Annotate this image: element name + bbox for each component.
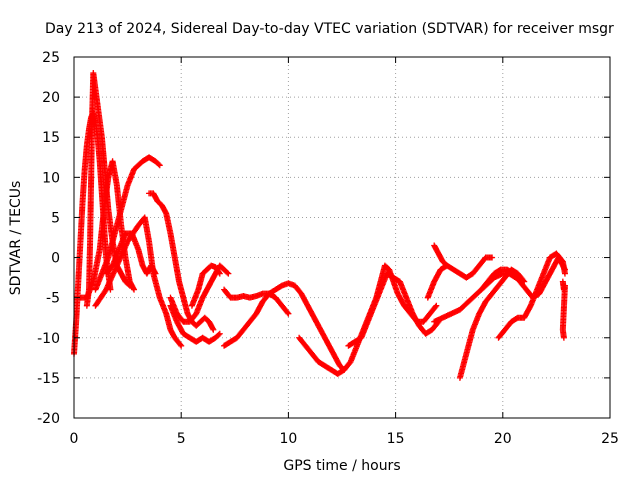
data-layer xyxy=(71,70,568,381)
data-point xyxy=(156,162,163,169)
data-point xyxy=(285,310,292,317)
x-tick-label: 20 xyxy=(494,431,512,447)
series-arc-10 xyxy=(167,302,223,345)
y-tick-label: 25 xyxy=(42,50,60,66)
data-point xyxy=(560,334,567,341)
data-point xyxy=(561,270,568,277)
series-arc-12 xyxy=(221,286,292,317)
data-point xyxy=(489,254,496,261)
data-point xyxy=(178,342,185,349)
series-arc-15 xyxy=(424,254,496,301)
chart-title: Day 213 of 2024, Sidereal Day-to-day VTE… xyxy=(45,21,614,37)
y-tick-label: -10 xyxy=(37,331,60,347)
series-arc-14 xyxy=(345,270,442,349)
y-tick-label: 20 xyxy=(42,90,60,106)
data-point xyxy=(224,269,231,276)
series-arc-11 xyxy=(221,280,348,373)
series-arc-3 xyxy=(77,158,138,301)
data-point xyxy=(131,286,138,293)
series-arc-5 xyxy=(103,230,159,277)
y-tick-label: -20 xyxy=(37,411,60,427)
y-tick-label: -5 xyxy=(46,291,60,307)
x-tick-label: 10 xyxy=(279,431,297,447)
tick-layer: 0 5 10 15 20 25 -20 -15 -10 -5 0 5 10 15 20 25 xyxy=(37,50,619,447)
series-arc-18 xyxy=(456,266,528,381)
y-axis-label: SDTVAR / TECUs xyxy=(8,181,24,296)
series-arc-4 xyxy=(92,154,163,293)
data-point xyxy=(210,326,217,333)
data-point xyxy=(216,330,223,337)
series-arc-6 xyxy=(146,190,217,333)
data-point xyxy=(433,302,440,309)
plot-frame xyxy=(73,56,611,419)
series-arc-21 xyxy=(559,278,568,341)
x-tick-label: 5 xyxy=(177,431,186,447)
x-tick-label: 25 xyxy=(601,431,619,447)
data-point xyxy=(155,161,162,168)
data-point xyxy=(215,331,222,338)
data-point xyxy=(444,262,451,269)
data-point xyxy=(442,261,449,268)
y-tick-label: 0 xyxy=(51,251,60,267)
data-point xyxy=(216,269,223,276)
series-arc-8 xyxy=(167,262,232,325)
series-arc-9 xyxy=(188,262,223,309)
series-arc-20 xyxy=(495,250,568,341)
data-point xyxy=(284,309,291,316)
data-point xyxy=(225,270,232,277)
series-arc-7 xyxy=(92,214,185,349)
data-point xyxy=(432,303,439,310)
series-arc-16 xyxy=(431,242,451,269)
x-axis-label: GPS time / hours xyxy=(283,458,400,474)
y-tick-label: 15 xyxy=(42,130,60,146)
y-tick-label: -15 xyxy=(37,371,60,387)
data-point xyxy=(177,341,184,348)
y-tick-label: 10 xyxy=(42,170,60,186)
data-point xyxy=(216,270,223,277)
x-tick-label: 0 xyxy=(70,431,79,447)
y-tick-label: 5 xyxy=(51,210,60,226)
series-arc-1 xyxy=(71,110,114,357)
grid-layer xyxy=(74,57,610,418)
x-tick-label: 15 xyxy=(387,431,405,447)
